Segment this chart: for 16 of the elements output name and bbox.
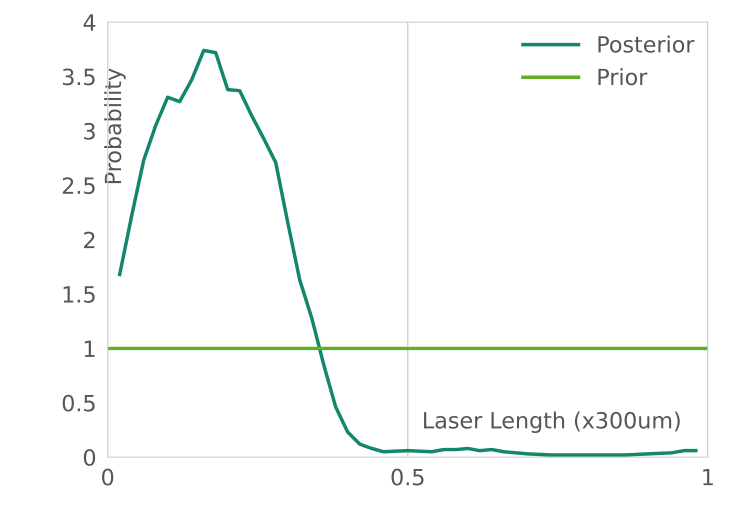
legend-label: Posterior bbox=[598, 36, 694, 53]
x-tick-label: 0.5 bbox=[392, 468, 424, 486]
y-tick-label: 0.5 bbox=[62, 394, 95, 412]
y-tick-label: 2 bbox=[84, 232, 94, 248]
y-tick-label: 1 bbox=[84, 340, 95, 357]
y-axis-title: Probability bbox=[104, 68, 126, 184]
x-tick-label: 0 bbox=[102, 468, 114, 486]
x-tick-label: 1 bbox=[703, 468, 713, 486]
legend-label: Prior bbox=[598, 68, 648, 86]
y-tick-label: 4 bbox=[84, 14, 96, 31]
y-tick-label: 0 bbox=[84, 449, 96, 466]
y-tick-label: 2.5 bbox=[62, 177, 95, 194]
y-tick-label: 1.5 bbox=[64, 286, 95, 303]
y-tick-label: 3.5 bbox=[62, 68, 95, 86]
y-tick-label: 3 bbox=[84, 122, 95, 140]
x-axis-title: Laser Length (x300um) bbox=[424, 412, 680, 434]
